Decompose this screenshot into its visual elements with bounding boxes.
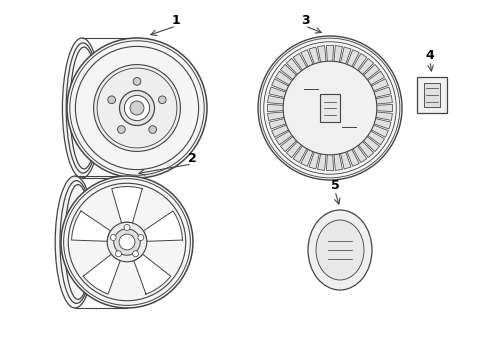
Polygon shape xyxy=(374,118,391,129)
Polygon shape xyxy=(112,186,142,223)
Polygon shape xyxy=(293,53,307,70)
Polygon shape xyxy=(347,50,359,67)
Polygon shape xyxy=(341,152,351,169)
Polygon shape xyxy=(301,50,313,67)
Polygon shape xyxy=(347,149,359,166)
Polygon shape xyxy=(271,125,289,137)
Text: 5: 5 xyxy=(331,179,340,192)
Ellipse shape xyxy=(55,176,95,308)
Polygon shape xyxy=(377,104,392,112)
Polygon shape xyxy=(271,79,289,91)
Text: 3: 3 xyxy=(301,14,309,27)
Polygon shape xyxy=(368,131,385,145)
Polygon shape xyxy=(144,211,182,241)
Circle shape xyxy=(120,90,154,126)
Polygon shape xyxy=(280,136,296,152)
Circle shape xyxy=(133,251,139,257)
Ellipse shape xyxy=(308,210,372,290)
Circle shape xyxy=(149,126,156,133)
Circle shape xyxy=(130,101,144,115)
Circle shape xyxy=(158,96,166,104)
Circle shape xyxy=(108,96,116,104)
Polygon shape xyxy=(134,254,171,294)
Polygon shape xyxy=(72,211,111,241)
Polygon shape xyxy=(371,79,389,91)
Polygon shape xyxy=(326,155,334,171)
Polygon shape xyxy=(318,154,326,170)
Text: 4: 4 xyxy=(426,49,434,62)
Polygon shape xyxy=(280,64,296,80)
Polygon shape xyxy=(359,58,374,75)
Polygon shape xyxy=(269,87,286,98)
Polygon shape xyxy=(359,141,374,158)
Bar xyxy=(417,77,447,113)
Polygon shape xyxy=(269,118,286,129)
Polygon shape xyxy=(326,45,334,61)
Text: 2: 2 xyxy=(188,152,196,165)
Polygon shape xyxy=(376,95,392,104)
Polygon shape xyxy=(301,149,313,166)
Circle shape xyxy=(118,126,125,133)
Polygon shape xyxy=(376,112,392,121)
Ellipse shape xyxy=(316,220,364,280)
Polygon shape xyxy=(368,71,385,85)
Circle shape xyxy=(94,64,180,152)
Polygon shape xyxy=(318,46,326,62)
Polygon shape xyxy=(83,254,120,294)
Circle shape xyxy=(110,235,116,240)
Polygon shape xyxy=(353,146,367,163)
Polygon shape xyxy=(268,112,284,121)
Circle shape xyxy=(116,251,122,257)
Circle shape xyxy=(138,235,144,240)
Circle shape xyxy=(258,36,402,180)
Ellipse shape xyxy=(62,38,101,178)
Polygon shape xyxy=(309,152,319,169)
Circle shape xyxy=(283,61,377,155)
Circle shape xyxy=(133,77,141,85)
Polygon shape xyxy=(341,47,351,64)
Circle shape xyxy=(107,222,147,262)
Polygon shape xyxy=(286,141,301,158)
Polygon shape xyxy=(334,46,343,62)
Text: 1: 1 xyxy=(172,14,180,27)
Bar xyxy=(424,83,440,107)
Polygon shape xyxy=(353,53,367,70)
Circle shape xyxy=(124,225,130,230)
Circle shape xyxy=(61,176,193,308)
Circle shape xyxy=(67,38,207,178)
Polygon shape xyxy=(364,64,380,80)
Polygon shape xyxy=(268,104,283,112)
Polygon shape xyxy=(364,136,380,152)
Polygon shape xyxy=(293,146,307,163)
Polygon shape xyxy=(275,71,292,85)
Circle shape xyxy=(114,229,140,255)
Bar xyxy=(320,94,340,122)
Polygon shape xyxy=(334,154,343,170)
Circle shape xyxy=(124,95,149,121)
Polygon shape xyxy=(374,87,391,98)
Polygon shape xyxy=(371,125,389,137)
Polygon shape xyxy=(309,47,319,64)
Polygon shape xyxy=(286,58,301,75)
Polygon shape xyxy=(275,131,292,145)
Polygon shape xyxy=(268,95,284,104)
Circle shape xyxy=(119,234,135,250)
